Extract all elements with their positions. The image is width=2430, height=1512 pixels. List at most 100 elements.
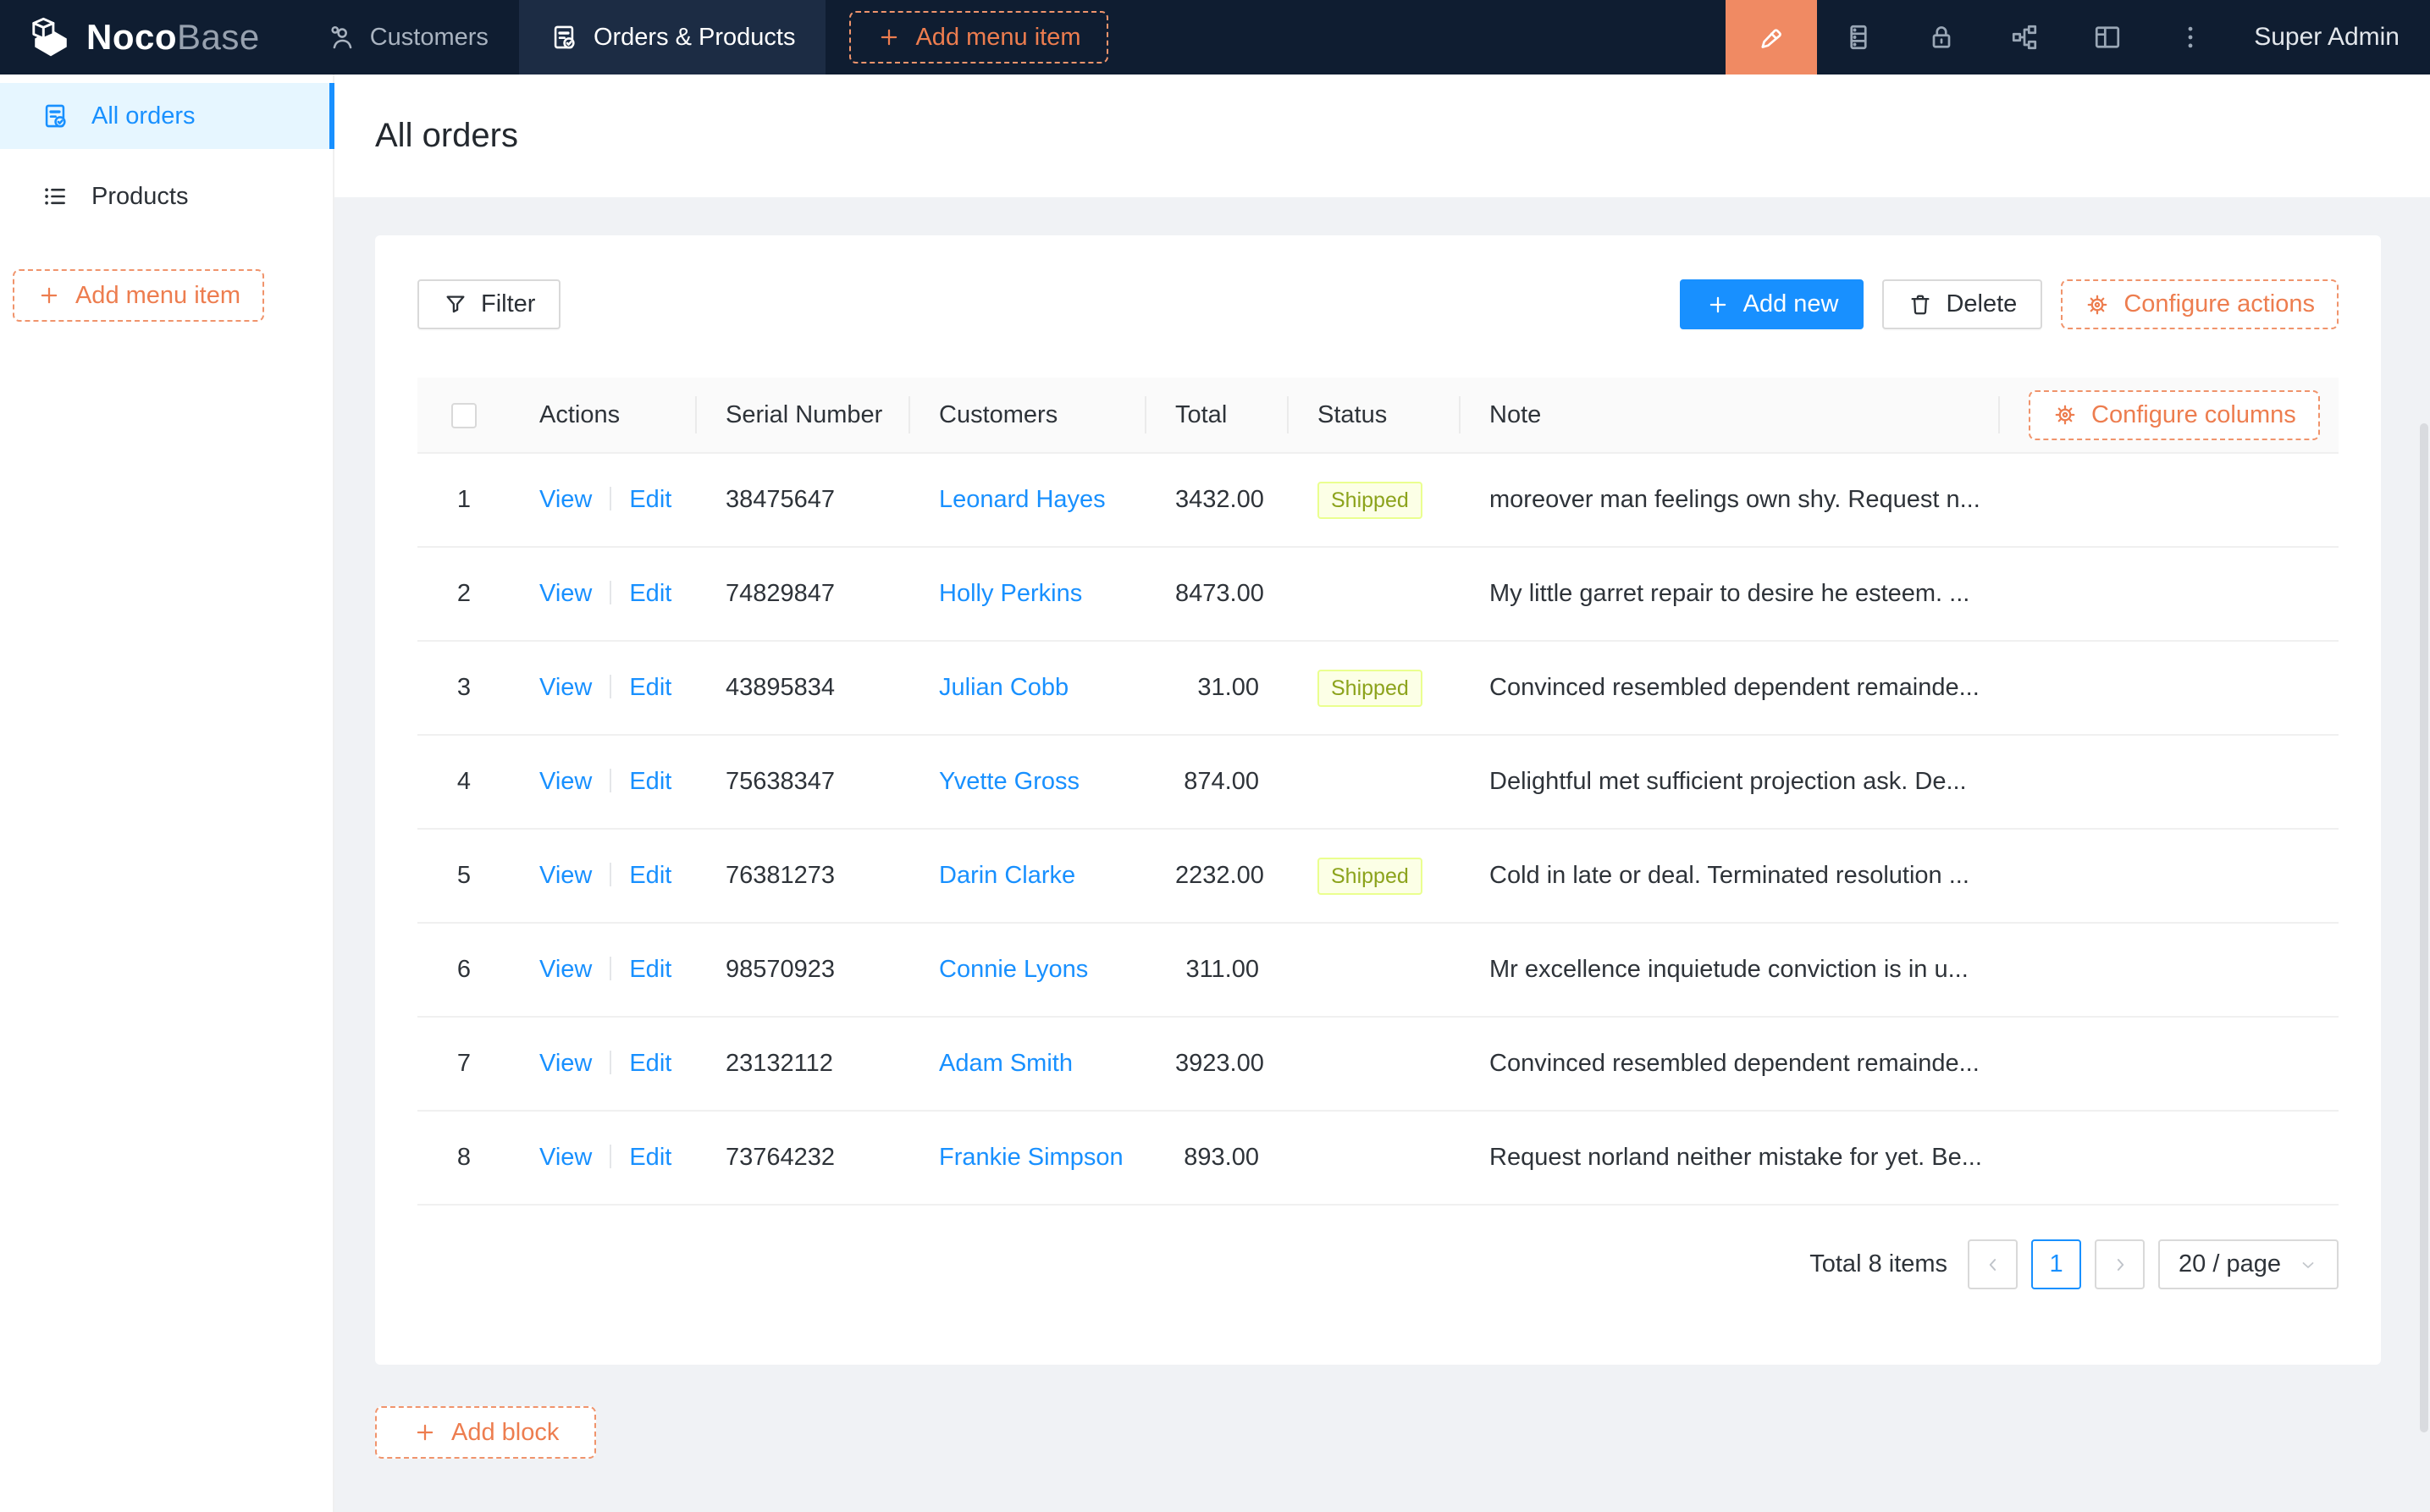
chevron-right-icon — [2109, 1254, 2131, 1276]
row-index: 7 — [417, 1017, 511, 1111]
customer-link[interactable]: Yvette Gross — [939, 768, 1080, 795]
nocobase-logo-icon — [29, 15, 73, 59]
next-page-button[interactable] — [2095, 1239, 2145, 1289]
tab-orders-products[interactable]: Orders & Products — [519, 0, 826, 74]
note-cell: moreover man feelings own shy. Request n… — [1461, 453, 2000, 547]
table-row: 2 ViewEdit 74829847 Holly Perkins 8473.0… — [417, 547, 2339, 641]
serial-number-cell: 98570923 — [697, 923, 910, 1017]
edit-link[interactable]: Edit — [629, 486, 671, 513]
serial-number-cell: 74829847 — [697, 547, 910, 641]
view-link[interactable]: View — [539, 486, 592, 513]
status-badge: Shipped — [1317, 670, 1422, 707]
table-row: 5 ViewEdit 76381273 Darin Clarke 2232.00… — [417, 829, 2339, 923]
tab-customers-label: Customers — [370, 24, 489, 52]
customer-link[interactable]: Holly Perkins — [939, 580, 1082, 607]
customer-link[interactable]: Leonard Hayes — [939, 486, 1106, 513]
delete-button[interactable]: Delete — [1882, 279, 2042, 329]
sidebar-item-all-orders[interactable]: All orders — [0, 83, 333, 149]
view-link[interactable]: View — [539, 862, 592, 889]
table-row: 6 ViewEdit 98570923 Connie Lyons 311.00 … — [417, 923, 2339, 1017]
edit-link[interactable]: Edit — [629, 1144, 671, 1171]
page-size-select[interactable]: 20 / page — [2158, 1239, 2339, 1289]
scrollbar-thumb[interactable] — [2420, 423, 2428, 1432]
divider — [610, 957, 611, 980]
row-index: 8 — [417, 1111, 511, 1205]
pagination: Total 8 items 1 20 / page — [417, 1239, 2339, 1289]
add-block-button[interactable]: Add block — [375, 1406, 596, 1459]
more-button[interactable] — [2149, 0, 2232, 74]
edit-link[interactable]: Edit — [629, 956, 671, 983]
configure-actions-label: Configure actions — [2123, 290, 2315, 318]
row-index: 6 — [417, 923, 511, 1017]
row-index: 1 — [417, 453, 511, 547]
sidebar: All orders Products Add menu item — [0, 74, 334, 1512]
list-icon — [41, 182, 69, 211]
tab-customers[interactable]: Customers — [295, 0, 519, 74]
layout-button[interactable] — [2066, 0, 2149, 74]
serial-number-cell: 73764232 — [697, 1111, 910, 1205]
note-cell: Convinced resembled dependent remainde..… — [1461, 641, 2000, 735]
serial-number-cell: 38475647 — [697, 453, 910, 547]
plus-icon — [1705, 292, 1731, 317]
configure-actions-button[interactable]: Configure actions — [2061, 279, 2339, 329]
configure-columns-label: Configure columns — [2091, 401, 2296, 429]
note-cell: Cold in late or deal. Terminated resolut… — [1461, 829, 2000, 923]
workflow-icon — [2009, 22, 2040, 52]
table-row: 3 ViewEdit 43895834 Julian Cobb 31.00 Sh… — [417, 641, 2339, 735]
form-icon — [550, 23, 578, 52]
page-1-button[interactable]: 1 — [2031, 1239, 2081, 1289]
customer-link[interactable]: Darin Clarke — [939, 862, 1075, 889]
total-cell: 893.00 — [1146, 1111, 1289, 1205]
orders-table: Actions Serial Number Customers Total St… — [417, 378, 2339, 1206]
nav-add-menu-item-button[interactable]: Add menu item — [849, 11, 1107, 63]
sidebar-item-products[interactable]: Products — [0, 163, 333, 229]
workflow-button[interactable] — [1983, 0, 2066, 74]
edit-link[interactable]: Edit — [629, 580, 671, 607]
customer-link[interactable]: Adam Smith — [939, 1050, 1073, 1077]
add-new-button[interactable]: Add new — [1680, 279, 1864, 329]
user-menu[interactable]: Super Admin — [2232, 23, 2430, 52]
edit-link[interactable]: Edit — [629, 1050, 671, 1077]
view-link[interactable]: View — [539, 1050, 592, 1077]
previous-page-button[interactable] — [1968, 1239, 2018, 1289]
sidebar-add-menu-item-button[interactable]: Add menu item — [13, 269, 264, 322]
edit-link[interactable]: Edit — [629, 768, 671, 795]
note-cell: Convinced resembled dependent remainde..… — [1461, 1017, 2000, 1111]
total-cell: 3923.00 — [1146, 1017, 1289, 1111]
chevron-left-icon — [1982, 1254, 2004, 1276]
filter-label: Filter — [481, 290, 535, 318]
edit-link[interactable]: Edit — [629, 862, 671, 889]
view-link[interactable]: View — [539, 1144, 592, 1171]
view-link[interactable]: View — [539, 768, 592, 795]
row-index: 4 — [417, 735, 511, 829]
column-header-serial-number: Serial Number — [697, 378, 910, 453]
table-row: 8 View Edit 73764232 Frankie Simpson 893.… — [417, 1111, 2339, 1205]
select-all-checkbox[interactable] — [451, 403, 477, 428]
customer-link[interactable]: Connie Lyons — [939, 956, 1088, 983]
filter-button[interactable]: Filter — [417, 279, 561, 329]
serial-number-cell: 76381273 — [697, 829, 910, 923]
nocobase-logo[interactable]: NocoBase — [0, 15, 295, 59]
top-navbar: NocoBase Customers Orders & Products Add… — [0, 0, 2430, 74]
divider — [610, 863, 611, 886]
total-cell: 8473.00 — [1146, 547, 1289, 641]
total-cell: 3432.00 — [1146, 453, 1289, 547]
status-badge: Shipped — [1317, 858, 1422, 895]
collections-button[interactable] — [1817, 0, 1900, 74]
add-new-label: Add new — [1743, 290, 1839, 318]
configure-columns-button[interactable]: Configure columns — [2029, 390, 2320, 440]
view-link[interactable]: View — [539, 956, 592, 983]
view-link[interactable]: View — [539, 580, 592, 607]
divider — [610, 1145, 611, 1168]
app-window: NocoBase Customers Orders & Products Add… — [0, 0, 2430, 1512]
view-link[interactable]: View — [539, 674, 592, 701]
divider — [610, 487, 611, 510]
chevron-down-icon — [2298, 1255, 2318, 1275]
divider — [610, 675, 611, 698]
permissions-button[interactable] — [1900, 0, 1983, 74]
customer-link[interactable]: Julian Cobb — [939, 674, 1069, 701]
total-cell: 2232.00 — [1146, 829, 1289, 923]
edit-link[interactable]: Edit — [629, 674, 671, 701]
customer-link[interactable]: Frankie Simpson — [939, 1144, 1124, 1171]
ui-editor-button[interactable] — [1726, 0, 1817, 74]
